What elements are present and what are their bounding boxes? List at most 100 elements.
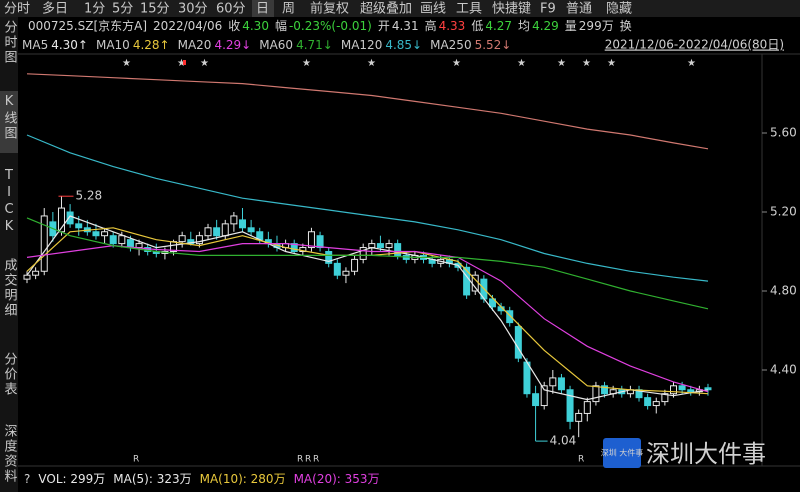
candle-body [670, 385, 677, 395]
candle-body [109, 235, 117, 245]
side-tab[interactable]: TICK [2, 168, 17, 236]
candle-body [290, 243, 298, 253]
tab[interactable]: 多日 [42, 1, 68, 17]
candle-body [557, 377, 565, 391]
svg-text:★: ★ [517, 58, 526, 69]
tab[interactable]: 快捷键 [492, 2, 531, 17]
candle-body [644, 397, 652, 407]
quote-item: 299万 [579, 19, 614, 33]
ma-line [26, 73, 709, 150]
candle-body [195, 235, 203, 245]
tab[interactable]: 画线 [420, 2, 446, 17]
y-tick-label: 4.40 [770, 363, 797, 377]
candle-body [135, 243, 143, 249]
candle-body [463, 266, 471, 296]
ma-line [26, 215, 709, 401]
tab[interactable]: 隐藏 [606, 2, 632, 17]
ma-line [26, 243, 709, 393]
quote-item: 4.33 [439, 19, 466, 33]
quote-item: 收 [228, 19, 240, 33]
tab[interactable]: F9 [540, 2, 556, 17]
candle-body [101, 231, 109, 237]
quote-item: 4.31 [392, 19, 419, 33]
legend-value: 4.30↑ [51, 38, 88, 52]
quote-item: 开 [378, 19, 390, 33]
candle-body [92, 231, 100, 237]
candle-body [32, 270, 40, 276]
marker: R [313, 455, 319, 465]
active-tab [252, 0, 274, 17]
candle-body [652, 401, 660, 407]
candle-body [704, 387, 712, 391]
tab[interactable]: 前复权 [310, 1, 349, 17]
tab[interactable]: 分时 [4, 2, 30, 17]
y-tick-label: 5.60 [770, 126, 797, 140]
high-label: 5.28 [75, 189, 102, 203]
side-bar [0, 17, 18, 492]
candle-body [325, 251, 333, 264]
quote-item: 000725.SZ[京东方A] [28, 18, 147, 33]
tab[interactable]: 5分 [112, 2, 133, 17]
candle-body [247, 227, 255, 233]
legend: MA5 4.30↑ MA10 4.28↑ MA20 4.29↓ MA60 4.71↓ MA120… [22, 38, 511, 52]
candle-body [75, 223, 83, 229]
candle-body [488, 298, 496, 308]
svg-text:★: ★ [122, 58, 131, 69]
side-tab[interactable]: 分价表 [2, 352, 18, 397]
candle-body [299, 247, 307, 253]
svg-text:★: ★ [687, 58, 696, 69]
candle-body [23, 274, 31, 280]
legend-name: MA250 [430, 38, 471, 52]
legend-value: 5.52↓ [475, 38, 512, 52]
quote-item: 低 [471, 19, 483, 33]
tab[interactable]: 30分 [178, 2, 208, 17]
ma-line [26, 217, 709, 310]
tab[interactable]: 周 [282, 2, 295, 17]
candle-body [661, 393, 669, 403]
ma-line [26, 227, 709, 395]
candle-body [540, 385, 548, 407]
tab[interactable]: 1分 [84, 2, 105, 17]
legend-name: MA10 [96, 38, 130, 52]
candle-body [230, 215, 238, 225]
candle-body [118, 235, 126, 245]
candle-body [66, 211, 74, 225]
legend-name: MA120 [341, 38, 382, 52]
date-range[interactable]: 2021/12/06-2022/04/06(80日) [605, 38, 784, 52]
volume-item: MA(10): 280万 [200, 472, 286, 486]
ma-line [26, 134, 709, 282]
quote-item: 4.30 [242, 19, 269, 33]
tab[interactable]: 超级叠加 [360, 2, 412, 17]
tab[interactable]: 日 [256, 2, 269, 17]
volume-item: MA(20): 353万 [294, 472, 380, 486]
candle-body [376, 243, 384, 249]
y-tick-label: 4.80 [770, 284, 797, 298]
svg-text:★: ★ [367, 58, 376, 69]
candle-body [583, 401, 591, 414]
candle-body [394, 243, 402, 256]
tab[interactable]: 60分 [216, 2, 246, 17]
side-tab[interactable]: K线图 [2, 94, 18, 141]
side-tab[interactable]: 深度资料 [2, 424, 18, 484]
svg-text:★: ★ [582, 58, 591, 69]
tab[interactable]: 工具 [456, 2, 482, 17]
volume-item: ? [24, 472, 30, 486]
quote-item: 4.27 [485, 19, 512, 33]
candle-body [40, 215, 48, 272]
candle-body [506, 310, 514, 324]
candle-body [178, 235, 186, 243]
side-tab[interactable]: 成交明细 [2, 258, 18, 318]
svg-text:★: ★ [200, 58, 209, 69]
candle-body [359, 247, 367, 260]
quote-item: 2022/04/06 [153, 19, 222, 33]
svg-text:★: ★ [452, 58, 461, 69]
legend-value: 4.29↓ [214, 38, 251, 52]
tab[interactable]: 15分 [140, 2, 170, 17]
tab[interactable]: 普通 [566, 2, 592, 17]
side-tab[interactable]: 分时图 [2, 20, 18, 65]
legend-value: 4.28↑ [133, 38, 170, 52]
quote-item: 4.29 [532, 19, 559, 33]
volume-row: ? VOL: 299万 MA(5): 323万 MA(10): 280万 MA(20):… [24, 472, 380, 486]
candle-body [213, 227, 221, 237]
